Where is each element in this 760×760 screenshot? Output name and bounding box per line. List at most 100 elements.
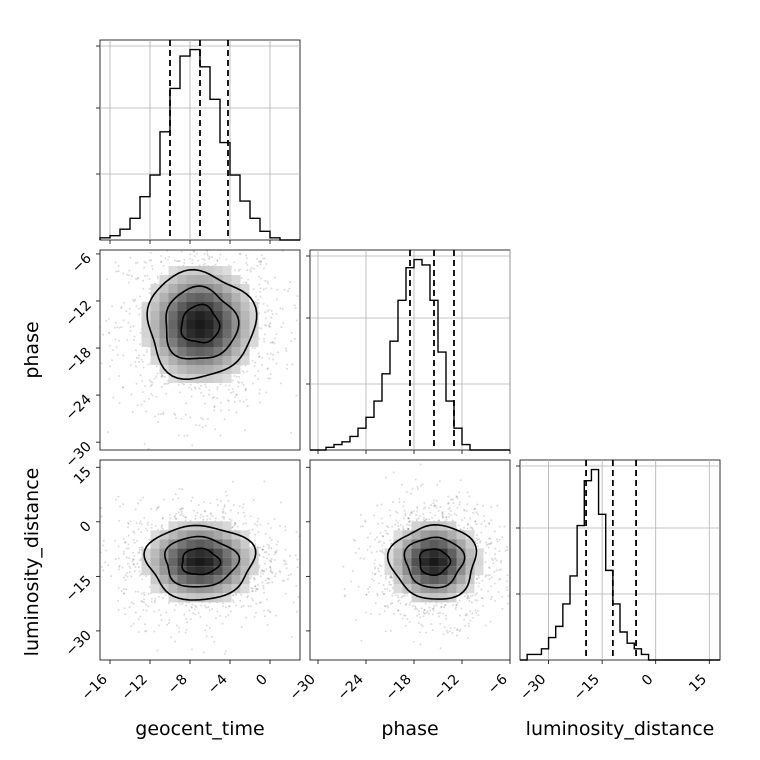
sample-point bbox=[285, 367, 288, 370]
sample-point bbox=[380, 503, 383, 506]
sample-point bbox=[239, 252, 242, 255]
density-cell bbox=[186, 593, 196, 603]
sample-point bbox=[466, 503, 469, 506]
sample-point bbox=[159, 614, 162, 617]
sample-point bbox=[180, 417, 183, 420]
sample-point bbox=[151, 267, 154, 270]
sample-point bbox=[142, 287, 145, 290]
density-cell bbox=[168, 284, 178, 294]
sample-point bbox=[357, 585, 360, 588]
sample-point bbox=[283, 559, 286, 562]
sample-point bbox=[251, 587, 254, 590]
sample-point bbox=[162, 596, 165, 599]
sample-point bbox=[416, 510, 419, 513]
sample-point bbox=[113, 539, 116, 542]
density-cell bbox=[231, 311, 241, 321]
sample-point bbox=[408, 524, 411, 527]
sample-point bbox=[432, 502, 435, 505]
density-cell bbox=[240, 293, 250, 303]
sample-point bbox=[140, 531, 143, 534]
sample-point bbox=[222, 602, 225, 605]
sample-point bbox=[199, 516, 202, 519]
sample-point bbox=[253, 539, 256, 542]
sample-point bbox=[234, 395, 237, 398]
xtick-label: −18 bbox=[383, 672, 415, 704]
sample-point bbox=[236, 525, 239, 528]
sample-point bbox=[222, 508, 225, 511]
sample-point bbox=[127, 547, 130, 550]
sample-point bbox=[478, 582, 481, 585]
sample-point bbox=[379, 531, 382, 534]
sample-point bbox=[422, 611, 425, 614]
sample-point bbox=[424, 506, 427, 509]
panel-content bbox=[342, 463, 518, 650]
sample-point bbox=[227, 264, 230, 267]
sample-point bbox=[295, 584, 298, 587]
density-cell bbox=[168, 374, 178, 384]
sample-point bbox=[274, 551, 277, 554]
sample-point bbox=[58, 275, 60, 277]
sample-point bbox=[125, 588, 128, 591]
sample-point bbox=[383, 588, 386, 591]
sample-point bbox=[216, 504, 219, 507]
sample-point bbox=[126, 562, 129, 565]
sample-point bbox=[425, 518, 428, 521]
sample-point bbox=[131, 558, 134, 561]
sample-point bbox=[432, 607, 435, 610]
sample-point bbox=[271, 313, 274, 316]
sample-point bbox=[417, 622, 420, 625]
sample-point bbox=[259, 601, 262, 604]
sample-point bbox=[167, 602, 170, 605]
sample-point bbox=[134, 262, 137, 265]
density-cell bbox=[150, 329, 160, 339]
sample-point bbox=[251, 346, 254, 349]
density-cell bbox=[249, 320, 259, 330]
sample-point bbox=[433, 505, 436, 508]
sample-point bbox=[161, 375, 164, 378]
sample-point bbox=[226, 399, 229, 402]
sample-point bbox=[93, 278, 95, 280]
density-cell bbox=[177, 293, 187, 303]
sample-point bbox=[227, 400, 230, 403]
sample-point bbox=[368, 585, 371, 588]
density-cell bbox=[438, 539, 448, 549]
sample-point bbox=[275, 298, 278, 301]
density-cell bbox=[456, 539, 466, 549]
density-cell bbox=[429, 584, 439, 594]
sample-point bbox=[201, 418, 204, 421]
yaxis-label-luminosity-distance: luminosity_distance bbox=[21, 468, 43, 657]
density-cell bbox=[168, 356, 178, 366]
sample-point bbox=[144, 527, 147, 530]
sample-point bbox=[366, 548, 369, 551]
sample-point bbox=[141, 379, 144, 382]
density-cell bbox=[240, 539, 250, 549]
sample-point bbox=[413, 608, 416, 611]
sample-point bbox=[259, 295, 262, 298]
density-cell bbox=[141, 311, 151, 321]
sample-point bbox=[105, 549, 108, 552]
sample-point bbox=[510, 550, 512, 552]
density-cell bbox=[195, 548, 205, 558]
density-cell bbox=[204, 566, 214, 576]
sample-point bbox=[240, 593, 243, 596]
sample-point bbox=[185, 621, 188, 624]
sample-point bbox=[254, 611, 257, 614]
sample-point bbox=[371, 572, 374, 575]
sample-point bbox=[258, 355, 261, 358]
sample-point bbox=[363, 519, 366, 522]
sample-point bbox=[190, 388, 193, 391]
sample-point bbox=[153, 415, 156, 418]
density-cell bbox=[240, 311, 250, 321]
panel-content bbox=[100, 480, 300, 655]
sample-point bbox=[488, 566, 491, 569]
sample-point bbox=[391, 594, 394, 597]
sample-point bbox=[144, 575, 147, 578]
sample-point bbox=[287, 574, 290, 577]
density-cell bbox=[168, 584, 178, 594]
ytick-label: −6 bbox=[69, 250, 95, 276]
sample-point bbox=[433, 504, 436, 507]
sample-point bbox=[183, 434, 186, 437]
sample-point bbox=[516, 546, 518, 548]
sample-point bbox=[382, 593, 385, 596]
sample-point bbox=[258, 261, 261, 264]
